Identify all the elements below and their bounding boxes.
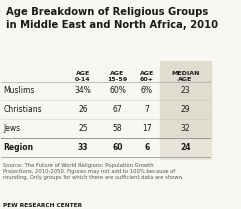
Text: 26: 26: [78, 105, 88, 114]
Text: Region: Region: [3, 143, 33, 152]
Bar: [161, 81, 211, 102]
Text: Source: The Future of World Religions: Population Growth
Projections, 2010-2050.: Source: The Future of World Religions: P…: [3, 163, 184, 181]
Text: 32: 32: [181, 124, 190, 133]
Text: 33: 33: [78, 143, 88, 152]
Text: Christians: Christians: [3, 105, 42, 114]
Text: 67: 67: [113, 105, 122, 114]
Bar: [161, 138, 211, 159]
Text: 6%: 6%: [141, 86, 153, 95]
Text: 34%: 34%: [74, 86, 91, 95]
Text: MEDIAN
AGE: MEDIAN AGE: [171, 71, 200, 82]
Text: Age Breakdown of Religious Groups
in Middle East and North Africa, 2010: Age Breakdown of Religious Groups in Mid…: [6, 7, 218, 30]
Bar: [161, 61, 211, 82]
Text: 60: 60: [112, 143, 123, 152]
Text: 60%: 60%: [109, 86, 126, 95]
Text: AGE
60+: AGE 60+: [140, 71, 154, 82]
Bar: [161, 119, 211, 140]
Text: Muslims: Muslims: [3, 86, 35, 95]
Text: 25: 25: [78, 124, 88, 133]
Text: 24: 24: [180, 143, 191, 152]
Text: 29: 29: [181, 105, 190, 114]
Text: AGE
15-59: AGE 15-59: [107, 71, 127, 82]
Text: 23: 23: [181, 86, 190, 95]
Text: 7: 7: [144, 105, 149, 114]
Bar: [161, 100, 211, 121]
Text: 58: 58: [113, 124, 122, 133]
Text: 17: 17: [142, 124, 152, 133]
Text: AGE
0-14: AGE 0-14: [75, 71, 91, 82]
Text: 6: 6: [144, 143, 149, 152]
Text: PEW RESEARCH CENTER: PEW RESEARCH CENTER: [3, 203, 83, 208]
Text: Jews: Jews: [3, 124, 21, 133]
